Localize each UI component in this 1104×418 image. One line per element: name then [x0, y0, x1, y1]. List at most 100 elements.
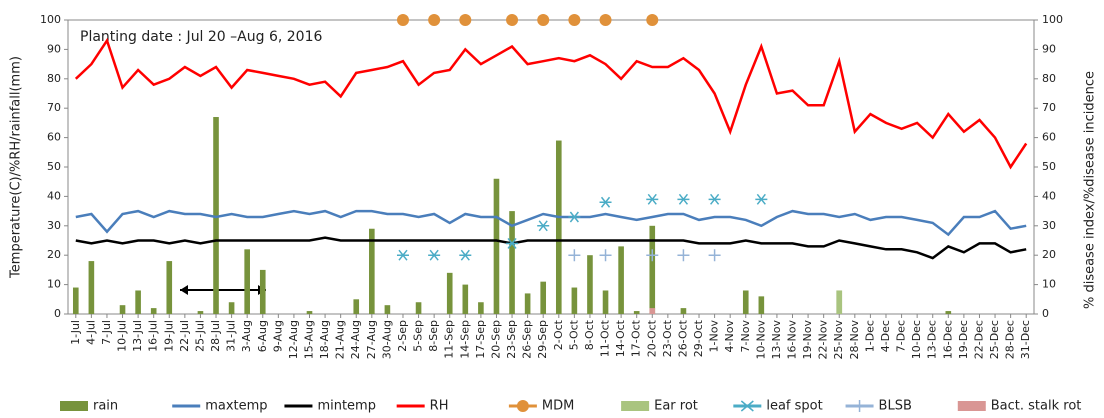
x-tick-label: 3-Aug — [240, 320, 253, 352]
legend-label: Bact. stalk rot — [991, 399, 1082, 414]
x-tick-label: 14-Oct — [614, 319, 627, 357]
legend-label: MDM — [542, 399, 574, 414]
legend-swatch — [60, 401, 88, 411]
y-tick-label: 20 — [47, 248, 61, 261]
x-tick-label: 18-Aug — [318, 320, 331, 359]
x-tick-label: 8-Sep — [427, 320, 440, 352]
bar — [135, 290, 141, 314]
x-tick-label: 11-Sep — [443, 320, 456, 359]
bar — [945, 311, 952, 314]
bar — [369, 228, 375, 314]
y2-tick-label: 30 — [1042, 219, 1056, 232]
marker — [537, 220, 550, 232]
bar — [649, 308, 656, 314]
x-tick-label: 22-Jul — [178, 320, 191, 352]
marker — [677, 193, 690, 205]
legend-label: Ear rot — [654, 399, 698, 414]
marker — [537, 14, 550, 26]
x-tick-label: 1-Nov — [708, 320, 721, 353]
x-tick-label: 6-Aug — [256, 320, 269, 352]
marker — [646, 14, 659, 26]
x-tick-label: 10-Nov — [754, 320, 767, 360]
x-tick-label: 10-Jul — [116, 320, 129, 352]
y2-tick-label: 10 — [1042, 278, 1056, 291]
bar — [587, 255, 593, 314]
bar — [571, 287, 578, 314]
x-tick-label: 22-Dec — [972, 320, 985, 359]
y2-tick-label: 20 — [1042, 248, 1056, 261]
x-tick-label: 19-Jul — [162, 320, 175, 352]
legend-swatch — [516, 400, 529, 412]
x-tick-label: 13-Dec — [926, 320, 939, 359]
y-tick-label: 90 — [47, 42, 61, 55]
x-tick-label: 24-Aug — [349, 320, 362, 359]
x-tick-label: 28-Jul — [209, 320, 222, 352]
x-tick-label: 26-Sep — [521, 320, 534, 359]
x-tick-label: 25-Nov — [832, 320, 845, 360]
bar — [680, 308, 687, 314]
legend-label: BLSB — [879, 399, 912, 414]
x-tick-label: 4-Nov — [723, 320, 736, 353]
y-tick-label: 70 — [47, 101, 61, 114]
x-tick-label: 27-Aug — [365, 320, 378, 359]
bar — [478, 302, 484, 314]
marker — [599, 14, 612, 26]
y-tick-label: 80 — [47, 72, 61, 85]
x-tick-label: 25-Jul — [193, 320, 206, 352]
marker — [396, 14, 409, 26]
legend-label: RH — [430, 399, 449, 414]
bar — [462, 284, 469, 314]
bar — [742, 290, 749, 314]
x-tick-label: 1-Dec — [863, 320, 876, 352]
x-tick-label: 5-Oct — [567, 319, 580, 350]
y-tick-label: 100 — [40, 13, 61, 26]
y-axis-title: Temperature(C)/%RH/rainfall(mm) — [9, 56, 24, 279]
bar — [306, 311, 313, 314]
x-tick-label: 16-Nov — [786, 320, 799, 360]
x-tick-label: 19-Dec — [957, 320, 970, 359]
x-tick-label: 4-Dec — [879, 320, 892, 352]
x-tick-label: 20-Oct — [645, 319, 658, 357]
x-tick-label: 21-Aug — [334, 320, 347, 359]
x-tick-label: 16-Dec — [941, 320, 954, 359]
x-tick-label: 7-Nov — [739, 320, 752, 353]
x-tick-label: 8-Oct — [583, 319, 596, 350]
x-tick-label: 4-Jul — [84, 320, 97, 345]
marker — [599, 249, 612, 262]
bar — [72, 287, 79, 314]
plot-frame — [67, 19, 1035, 315]
y-tick-label: 0 — [54, 307, 61, 320]
y-tick-label: 60 — [47, 131, 61, 144]
bar — [228, 302, 235, 314]
marker — [459, 249, 472, 261]
x-tick-label: 13-Jul — [131, 320, 144, 352]
bar — [415, 302, 422, 314]
bar — [633, 311, 640, 314]
bar — [244, 249, 250, 314]
x-tick-label: 1-Jul — [69, 320, 82, 345]
bar — [649, 225, 656, 314]
x-tick-label: 30-Aug — [380, 320, 393, 359]
marker — [396, 249, 409, 261]
y-tick-label: 40 — [47, 189, 61, 202]
bar — [524, 293, 531, 314]
y-tick-label: 50 — [47, 160, 61, 173]
y-tick-label: 10 — [47, 278, 61, 291]
line-series — [75, 209, 1027, 237]
x-tick-label: 5-Sep — [412, 320, 425, 352]
legend-label: rain — [93, 399, 118, 414]
bar — [618, 246, 624, 314]
bar — [259, 269, 266, 314]
bar — [88, 261, 95, 314]
x-tick-label: 26-Oct — [676, 319, 689, 357]
bar — [602, 290, 609, 314]
y2-tick-label: 0 — [1042, 307, 1049, 320]
x-tick-label: 29-Oct — [692, 319, 705, 357]
marker — [428, 249, 441, 261]
bar — [119, 305, 126, 314]
marker — [708, 249, 721, 262]
legend-swatch — [740, 400, 754, 412]
marker — [599, 196, 612, 208]
x-tick-label: 28-Nov — [848, 320, 861, 360]
